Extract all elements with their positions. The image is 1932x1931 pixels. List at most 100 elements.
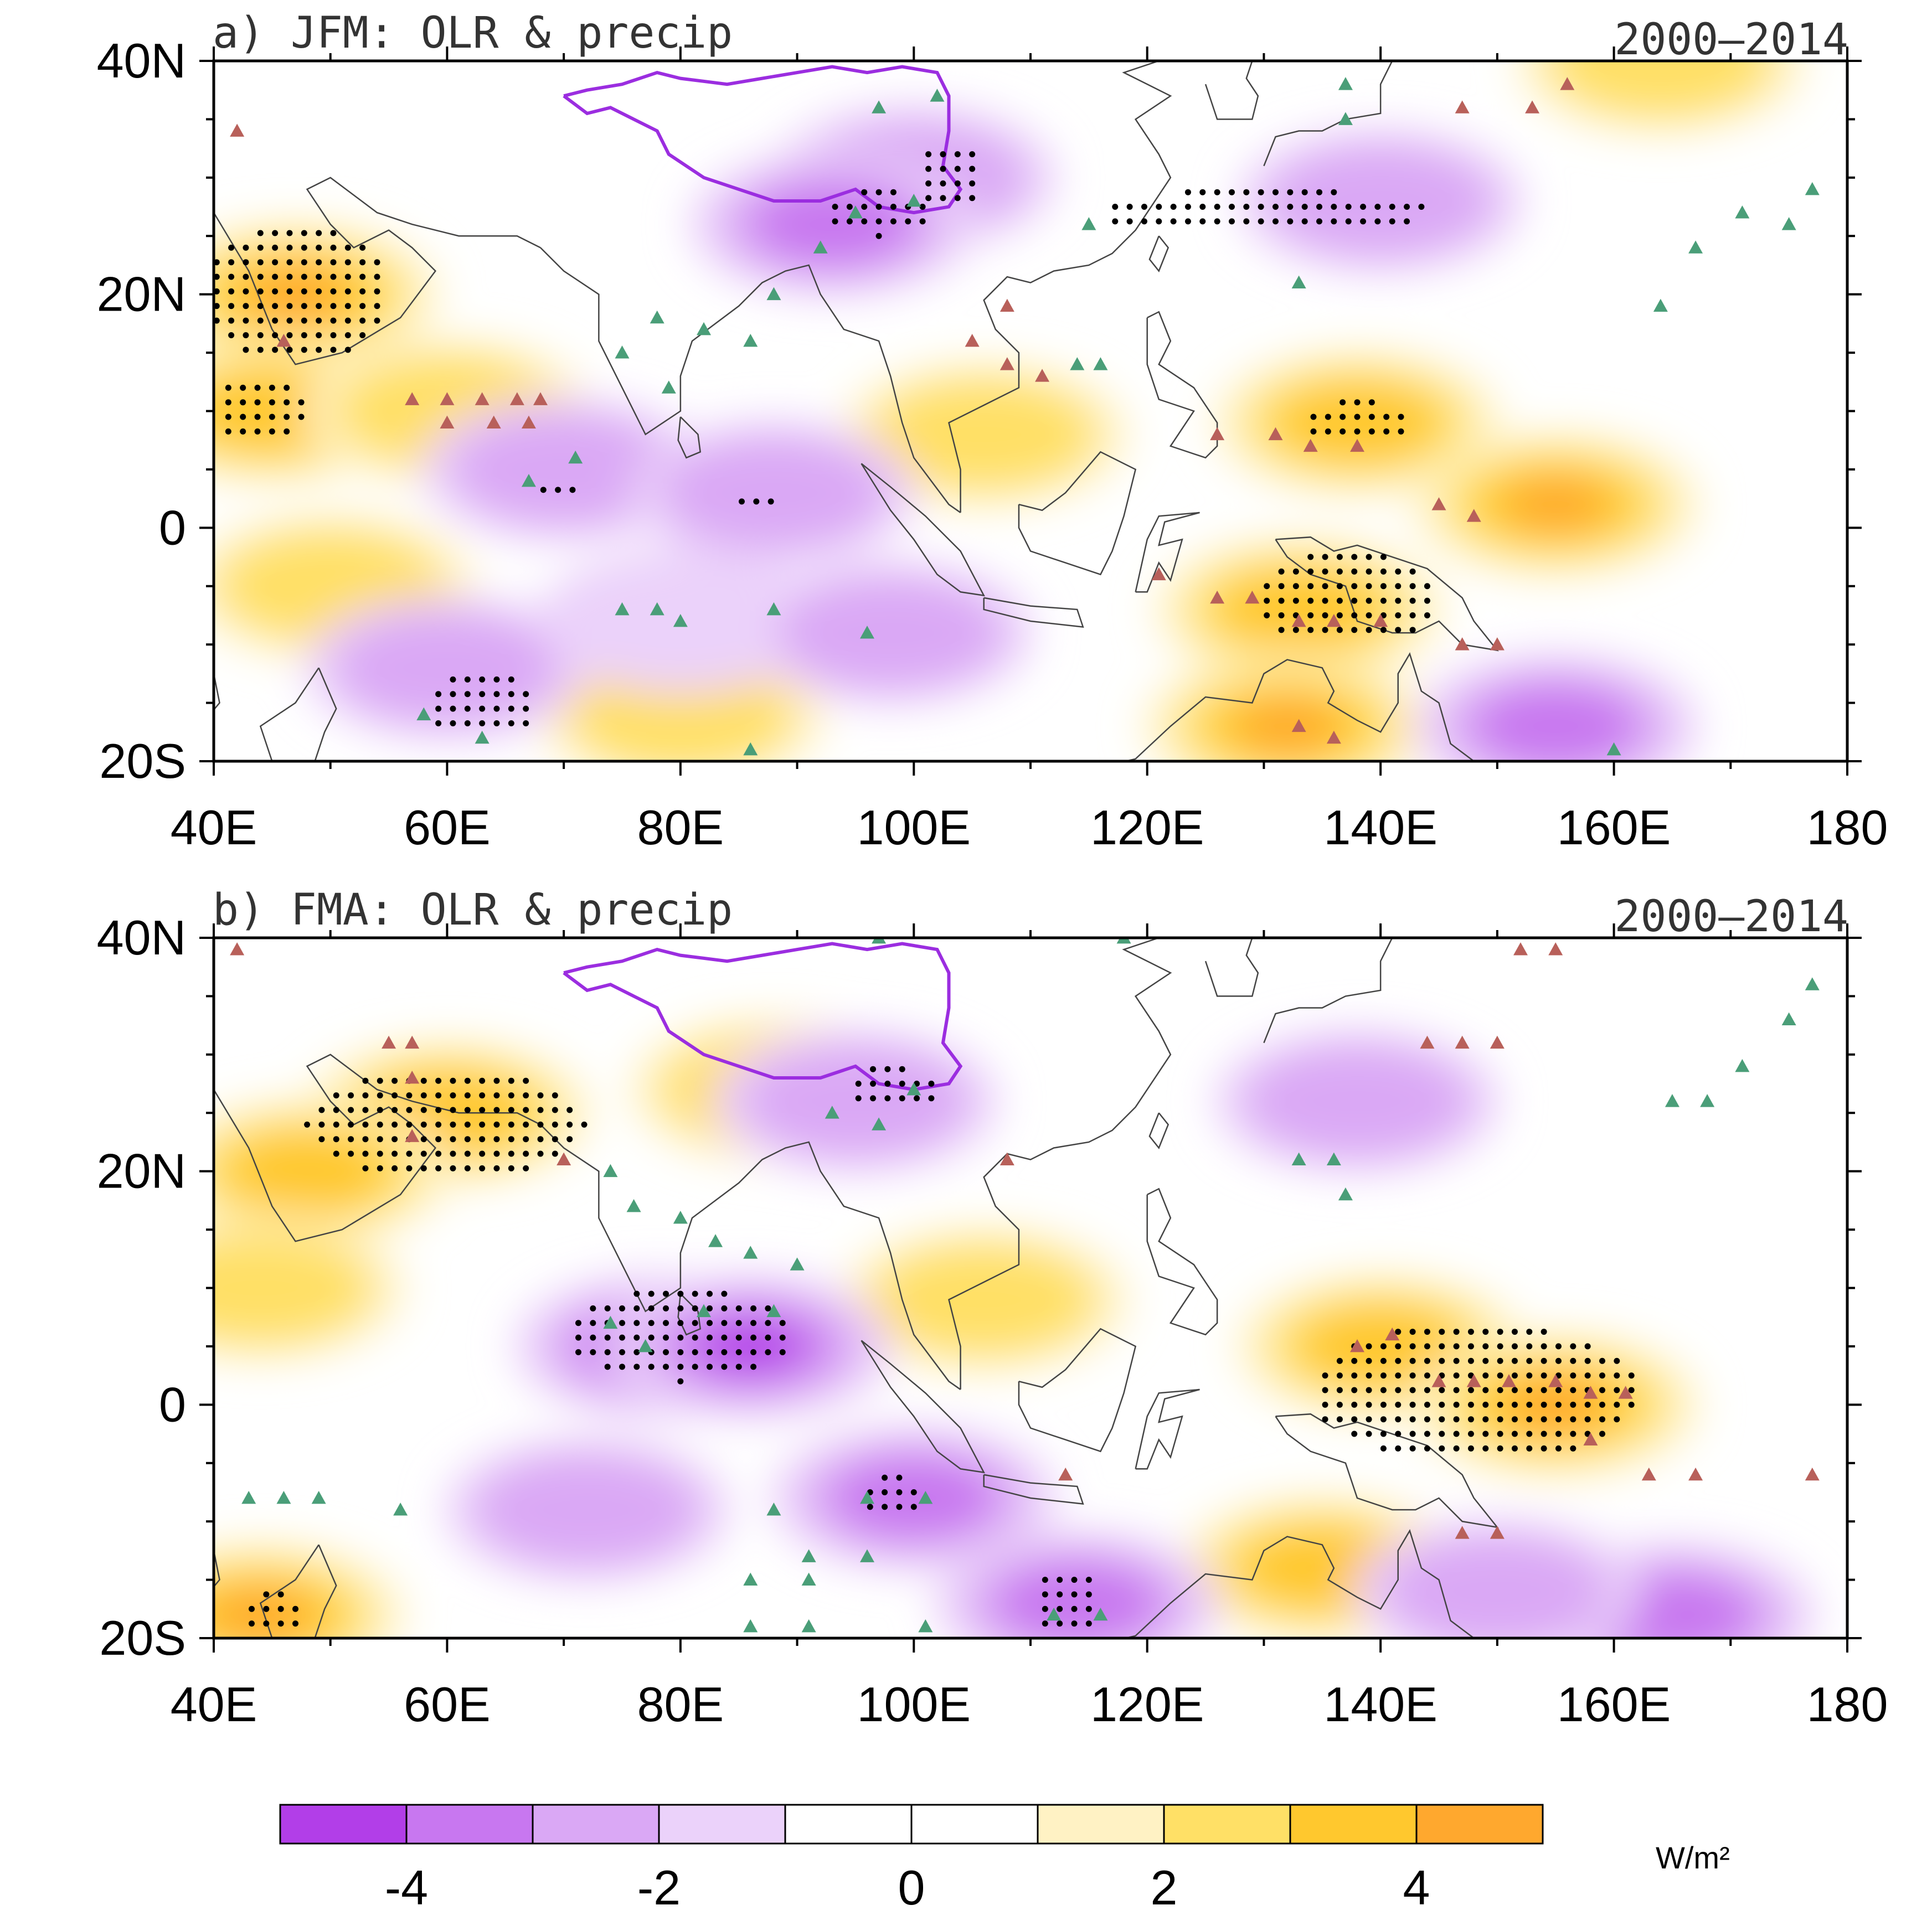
significance-dot	[954, 180, 961, 187]
significance-dot	[1264, 612, 1270, 618]
significance-dot	[735, 1334, 742, 1341]
lon-label: 60E	[404, 800, 491, 855]
significance-dot	[1424, 1357, 1430, 1364]
significance-dot	[344, 347, 351, 353]
significance-dot	[1307, 554, 1314, 560]
precip-decrease-marker	[1268, 427, 1283, 441]
negative-region-2-level-2	[1268, 144, 1493, 257]
significance-dot	[257, 288, 264, 295]
significance-dot	[1424, 1416, 1430, 1423]
lat-label: 0	[159, 500, 186, 555]
significance-dot	[254, 428, 261, 435]
significance-dot	[330, 317, 337, 324]
significance-dot	[721, 1364, 728, 1370]
significance-dot	[348, 1092, 354, 1099]
precip-increase-marker	[743, 1619, 758, 1633]
significance-dot	[875, 218, 882, 225]
significance-dot	[391, 1092, 398, 1099]
significance-dot	[1322, 597, 1328, 604]
significance-dot	[1467, 1343, 1474, 1350]
dot-cluster-0	[214, 230, 380, 353]
precip-increase-marker	[708, 1234, 723, 1247]
significance-dot	[1482, 1329, 1489, 1335]
significance-dot	[286, 230, 293, 236]
significance-dot	[1497, 1343, 1503, 1350]
precip-increase-marker	[697, 322, 711, 335]
lat-label: 20S	[99, 1610, 186, 1665]
significance-dot	[832, 218, 838, 225]
significance-dot	[721, 1305, 728, 1312]
significance-dot	[1570, 1416, 1576, 1423]
significance-dot	[677, 1364, 684, 1370]
significance-dot	[1307, 568, 1314, 575]
significance-dot	[374, 259, 380, 266]
coastline-13	[1122, 1529, 1475, 1638]
significance-dot	[648, 1364, 655, 1370]
precip-increase-marker	[1805, 182, 1820, 195]
significance-dot	[391, 1165, 398, 1171]
precip-increase-marker	[626, 1199, 641, 1212]
precip-increase-marker	[872, 1117, 887, 1130]
significance-dot	[1336, 568, 1343, 575]
significance-dot	[1351, 583, 1358, 590]
significance-dot	[537, 1150, 544, 1157]
significance-dot	[677, 1305, 684, 1312]
precip-decrease-marker	[1583, 1432, 1598, 1445]
significance-dot	[1482, 1343, 1489, 1350]
significance-dot	[1424, 1343, 1430, 1350]
significance-dot	[1570, 1431, 1576, 1437]
significance-dot	[1339, 428, 1346, 435]
significance-dot	[692, 1334, 698, 1341]
precip-increase-marker	[872, 100, 887, 113]
significance-dot	[1199, 204, 1206, 210]
significance-dot	[1336, 583, 1343, 590]
significance-dot	[1511, 1416, 1518, 1423]
significance-dot	[228, 244, 235, 251]
precip-increase-marker	[766, 1503, 781, 1516]
precip-increase-marker	[1116, 938, 1131, 944]
significance-dot	[1497, 1387, 1503, 1393]
significance-dot	[1467, 1357, 1474, 1364]
significance-dot	[1322, 1416, 1328, 1423]
negative-region-4-level-2	[661, 436, 887, 549]
significance-dot	[344, 273, 351, 280]
significance-dot	[1398, 428, 1404, 435]
precip-decrease-marker	[405, 1035, 420, 1049]
significance-dot	[1085, 1605, 1092, 1612]
significance-dot	[391, 1136, 398, 1143]
significance-dot	[765, 1320, 771, 1326]
significance-dot	[1258, 189, 1264, 195]
significance-dot	[875, 204, 882, 210]
significance-dot	[479, 705, 486, 712]
precip-decrease-marker	[1431, 497, 1446, 510]
significance-dot	[316, 332, 322, 338]
significance-dot	[523, 1092, 529, 1099]
precip-increase-marker	[1700, 1094, 1715, 1107]
significance-dot	[292, 1605, 298, 1612]
significance-dot	[330, 273, 337, 280]
significance-dot	[1199, 218, 1206, 225]
precip-increase-marker	[790, 1257, 805, 1271]
significance-dot	[523, 720, 529, 726]
significance-dot	[765, 1334, 771, 1341]
significance-dot	[493, 1092, 500, 1099]
colorbar: -4 -2 0 2 4	[279, 1804, 1544, 1915]
significance-dot	[1292, 627, 1299, 633]
significance-dot	[333, 1136, 339, 1143]
significance-dot	[1380, 627, 1387, 633]
coastline-12	[1275, 1413, 1499, 1529]
significance-dot	[1042, 1620, 1048, 1627]
coastline-9	[861, 1340, 985, 1474]
coastline-3	[948, 938, 1172, 1390]
significance-dot	[1541, 1343, 1547, 1350]
lat-label: 20N	[97, 1144, 186, 1199]
significance-dot	[1389, 204, 1395, 210]
significance-dot	[1322, 568, 1328, 575]
significance-dot	[1383, 414, 1390, 420]
precip-decrease-marker	[440, 392, 455, 405]
significance-dot	[1380, 583, 1387, 590]
significance-dot	[1584, 1416, 1591, 1423]
significance-dot	[1199, 189, 1206, 195]
coastline-1	[540, 247, 961, 513]
